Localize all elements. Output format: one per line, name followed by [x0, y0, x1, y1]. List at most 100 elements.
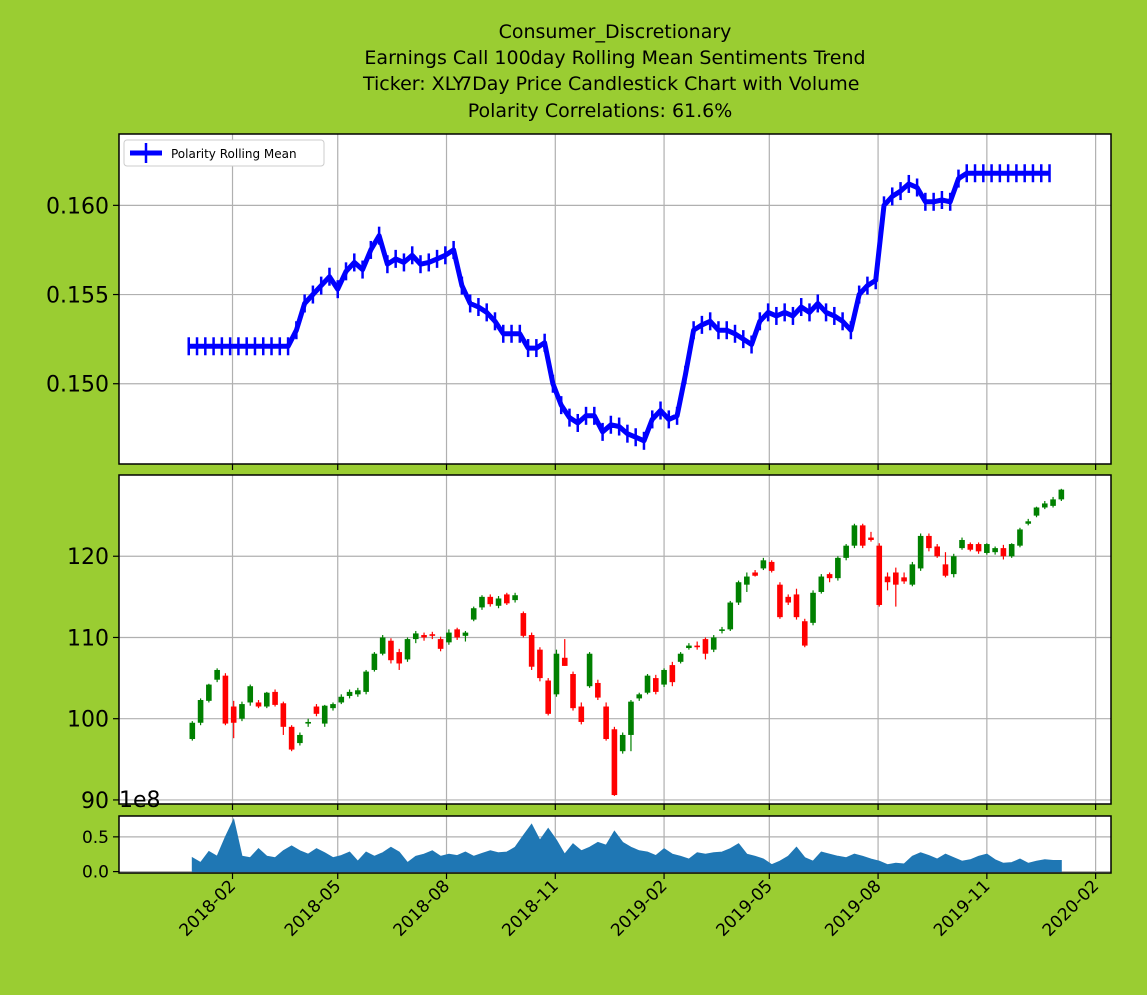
candle-body — [661, 669, 667, 685]
candle-2020-01-03 — [1058, 488, 1065, 501]
candle-body — [305, 721, 311, 724]
candle-body — [652, 678, 659, 692]
candle-2018-04-27 — [330, 702, 336, 711]
candle-body — [404, 639, 411, 660]
title-line-3-ticker: Ticker: XLY — [362, 73, 465, 95]
candle-2019-12-27 — [1050, 496, 1056, 508]
candle-2019-02-08 — [669, 661, 676, 687]
candle-2019-11-29 — [1017, 527, 1023, 548]
candle-2018-06-22 — [396, 648, 403, 670]
candle-body — [586, 653, 593, 687]
candle-body — [537, 649, 543, 679]
candle-body — [727, 602, 734, 630]
candle-body — [810, 592, 816, 623]
candle-body — [363, 671, 369, 692]
y-tick-label: 0.155 — [46, 284, 109, 309]
candle-2018-05-25 — [363, 669, 369, 695]
polarity-grid — [119, 134, 1111, 464]
candle-body — [1033, 507, 1040, 516]
candle-2018-07-06 — [412, 630, 419, 644]
title-line-1: Consumer_Discretionary — [499, 21, 732, 43]
candle-2019-04-12 — [744, 572, 750, 592]
price-grid — [119, 475, 1111, 804]
candle-body — [909, 564, 916, 585]
candle-body — [371, 653, 378, 670]
price-axes-frame — [118, 474, 1112, 805]
candle-2019-08-30 — [909, 561, 916, 587]
candle-body — [603, 706, 609, 740]
candle-2018-04-13 — [313, 704, 320, 717]
candle-body — [222, 675, 229, 724]
candle-body — [619, 734, 626, 752]
candle-2019-01-25 — [652, 674, 659, 695]
candle-2019-07-05 — [843, 544, 849, 561]
candle-2019-06-14 — [818, 574, 825, 594]
candle-body — [719, 629, 725, 631]
candle-body — [859, 525, 866, 546]
y-tick-label: 100 — [67, 708, 109, 733]
candle-body — [553, 653, 560, 695]
candle-body — [197, 700, 204, 723]
polarity-series — [187, 164, 1051, 450]
candle-body — [437, 639, 444, 649]
candle-2019-10-18 — [967, 542, 974, 552]
candle-2019-10-11 — [959, 537, 965, 550]
candle-2018-06-08 — [379, 635, 386, 656]
candle-2018-11-02 — [553, 649, 560, 697]
candle-2019-10-04 — [950, 553, 957, 578]
candle-2018-09-28 — [512, 592, 518, 603]
candle-2019-02-22 — [686, 643, 692, 650]
candle-body — [230, 706, 237, 723]
legend-label: Polarity Rolling Mean — [171, 147, 297, 161]
candle-2019-08-09 — [884, 572, 891, 591]
candle-2019-08-16 — [893, 567, 899, 607]
candle-body — [280, 703, 287, 727]
candle-body — [826, 574, 833, 579]
candle-body — [355, 690, 361, 695]
candle-2019-07-26 — [868, 531, 874, 542]
candle-2019-03-29 — [727, 600, 734, 631]
candle-2018-10-26 — [545, 678, 551, 716]
volume-axes-frame — [118, 815, 1112, 874]
candle-2018-12-07 — [595, 679, 601, 701]
candle-2019-08-23 — [901, 572, 907, 584]
candle-2019-04-26 — [760, 557, 767, 571]
candle-body — [446, 632, 452, 643]
candle-2018-03-23 — [288, 725, 295, 752]
volume-y-axis: 0.0 0.5 — [82, 828, 119, 883]
candle-2018-08-03 — [446, 629, 452, 645]
candle-body — [735, 582, 742, 603]
candle-body — [412, 633, 419, 640]
candle-body — [669, 665, 676, 683]
candle-body — [818, 576, 825, 592]
candle-2018-10-19 — [537, 647, 543, 682]
candle-2019-01-11 — [636, 692, 643, 701]
candle-body — [992, 548, 998, 553]
candle-body — [495, 598, 502, 606]
candle-body — [975, 544, 982, 552]
title-line-3-chart: 7Day Price Candlestick Chart with Volume — [460, 73, 859, 95]
candle-2019-05-10 — [777, 582, 783, 619]
candle-2019-03-01 — [694, 641, 700, 650]
candle-2018-12-21 — [611, 726, 618, 796]
candle-body — [959, 539, 965, 549]
candle-body — [214, 669, 220, 680]
candle-body — [454, 629, 460, 638]
candle-body — [545, 680, 551, 714]
candle-2019-01-18 — [644, 674, 651, 695]
candle-body — [338, 696, 345, 703]
candle-body — [984, 544, 990, 553]
candle-body — [744, 576, 750, 585]
candle-body — [189, 722, 196, 740]
title-line-2: Earnings Call 100day Rolling Mean Sentim… — [364, 47, 865, 69]
y-tick-label: 120 — [67, 545, 109, 570]
candle-body — [470, 608, 477, 620]
candle-2019-09-13 — [926, 533, 932, 552]
candle-2018-05-18 — [355, 687, 361, 697]
polarity-legend: Polarity Rolling Mean — [123, 139, 325, 167]
candle-body — [206, 684, 212, 701]
candle-2019-06-07 — [810, 590, 816, 626]
candle-body — [793, 594, 800, 618]
legend-box — [123, 139, 325, 167]
candle-body — [760, 560, 767, 569]
